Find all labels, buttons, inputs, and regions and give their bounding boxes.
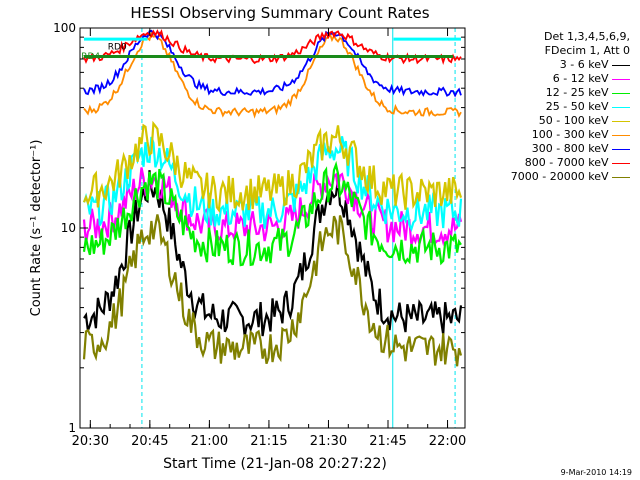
legend-label: 100 - 300 keV	[531, 128, 612, 141]
legend-entry: 12 - 25 keV	[546, 86, 630, 99]
x-tick-label: 21:00	[191, 434, 228, 449]
x-tick-label: 21:45	[369, 434, 406, 449]
y-tick-label: 10	[61, 221, 76, 235]
series-line-7	[83, 29, 462, 98]
legend-label: 3 - 6 keV	[559, 58, 612, 71]
x-tick-label: 21:30	[310, 434, 347, 449]
legend-label: 50 - 100 keV	[538, 114, 612, 127]
legend-swatch	[612, 176, 630, 178]
legend-swatch	[612, 148, 630, 150]
y-tick-label: 1	[68, 421, 76, 435]
legend-entry: 800 - 7000 keV	[525, 156, 630, 169]
legend-entry: 6 - 12 keV	[553, 72, 630, 85]
series-line-4	[82, 136, 463, 233]
series-line-5	[82, 120, 463, 213]
annotation-rd0: RD0	[108, 43, 127, 53]
chart-title: HESSI Observing Summary Count Rates	[130, 4, 429, 22]
y-axis-label: Count Rate (s⁻¹ detector⁻¹)	[29, 140, 44, 317]
legend-entry: 300 - 800 keV	[532, 142, 630, 155]
plot-frame	[79, 27, 466, 429]
legend-swatch	[612, 92, 630, 94]
footer-date: 9-Mar-2010 14:19	[561, 468, 632, 477]
legend-label: 800 - 7000 keV	[524, 156, 612, 169]
x-tick-label: 20:45	[131, 434, 168, 449]
legend-swatch	[612, 134, 630, 136]
legend-entry: 25 - 50 keV	[546, 100, 630, 113]
plot-area: RD0 RD4 20:30 20:45 21:00 21:15 21:30 21:45 22:0…	[53, 21, 466, 449]
legend-entry: 7000 - 20000 keV	[511, 170, 630, 183]
legend-entry: 50 - 100 keV	[539, 114, 630, 127]
x-tick-label: 22:00	[429, 434, 466, 449]
legend-entry: 3 - 6 keV	[560, 58, 630, 71]
x-tick-label: 20:30	[72, 434, 109, 449]
legend-label: 6 - 12 keV	[552, 72, 612, 85]
x-axis-label: Start Time (21-Jan-08 20:27:22)	[163, 456, 387, 472]
legend-label: 300 - 800 keV	[531, 142, 612, 155]
series-line-3	[82, 160, 462, 267]
legend-swatch	[612, 162, 630, 164]
legend-swatch	[612, 120, 630, 122]
legend-label: 12 - 25 keV	[545, 86, 612, 99]
y-tick-label: 100	[53, 21, 76, 35]
legend-swatch	[612, 78, 630, 80]
series-line-9	[82, 214, 463, 367]
legend-label: 25 - 50 keV	[545, 100, 612, 113]
annotation-rd4: RD4	[81, 52, 100, 62]
legend-header: FDecim 1, Att 0	[544, 44, 630, 57]
series-line-6	[83, 31, 462, 119]
legend-swatch	[612, 64, 630, 66]
x-tick-label: 21:15	[250, 434, 287, 449]
legend-swatch	[612, 106, 630, 108]
legend-header: Det 1,3,4,5,6,9,	[543, 30, 630, 43]
legend-label: 7000 - 20000 keV	[510, 170, 612, 183]
legend-entry: 100 - 300 keV	[532, 128, 630, 141]
series-line-1	[83, 170, 463, 337]
